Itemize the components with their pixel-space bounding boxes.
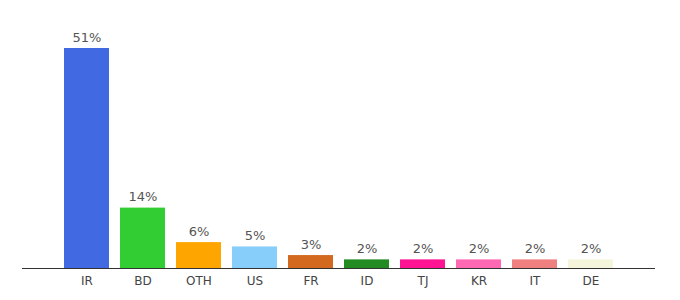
svg-text:2%: 2% <box>413 241 434 256</box>
svg-text:3%: 3% <box>301 237 322 252</box>
svg-text:2%: 2% <box>525 241 546 256</box>
svg-text:IR: IR <box>81 274 93 288</box>
svg-text:BD: BD <box>134 274 151 288</box>
svg-text:2%: 2% <box>581 241 602 256</box>
svg-text:5%: 5% <box>245 228 266 243</box>
svg-text:OTH: OTH <box>186 274 212 288</box>
svg-text:2%: 2% <box>357 241 378 256</box>
svg-text:IT: IT <box>530 274 542 288</box>
svg-text:DE: DE <box>583 274 600 288</box>
svg-text:US: US <box>247 274 263 288</box>
svg-text:14%: 14% <box>129 189 158 204</box>
svg-text:6%: 6% <box>189 224 210 239</box>
svg-text:KR: KR <box>471 274 487 288</box>
svg-text:TJ: TJ <box>417 274 429 288</box>
svg-text:51%: 51% <box>73 30 102 45</box>
svg-text:FR: FR <box>303 274 318 288</box>
svg-text:2%: 2% <box>469 241 490 256</box>
svg-text:ID: ID <box>361 274 374 288</box>
